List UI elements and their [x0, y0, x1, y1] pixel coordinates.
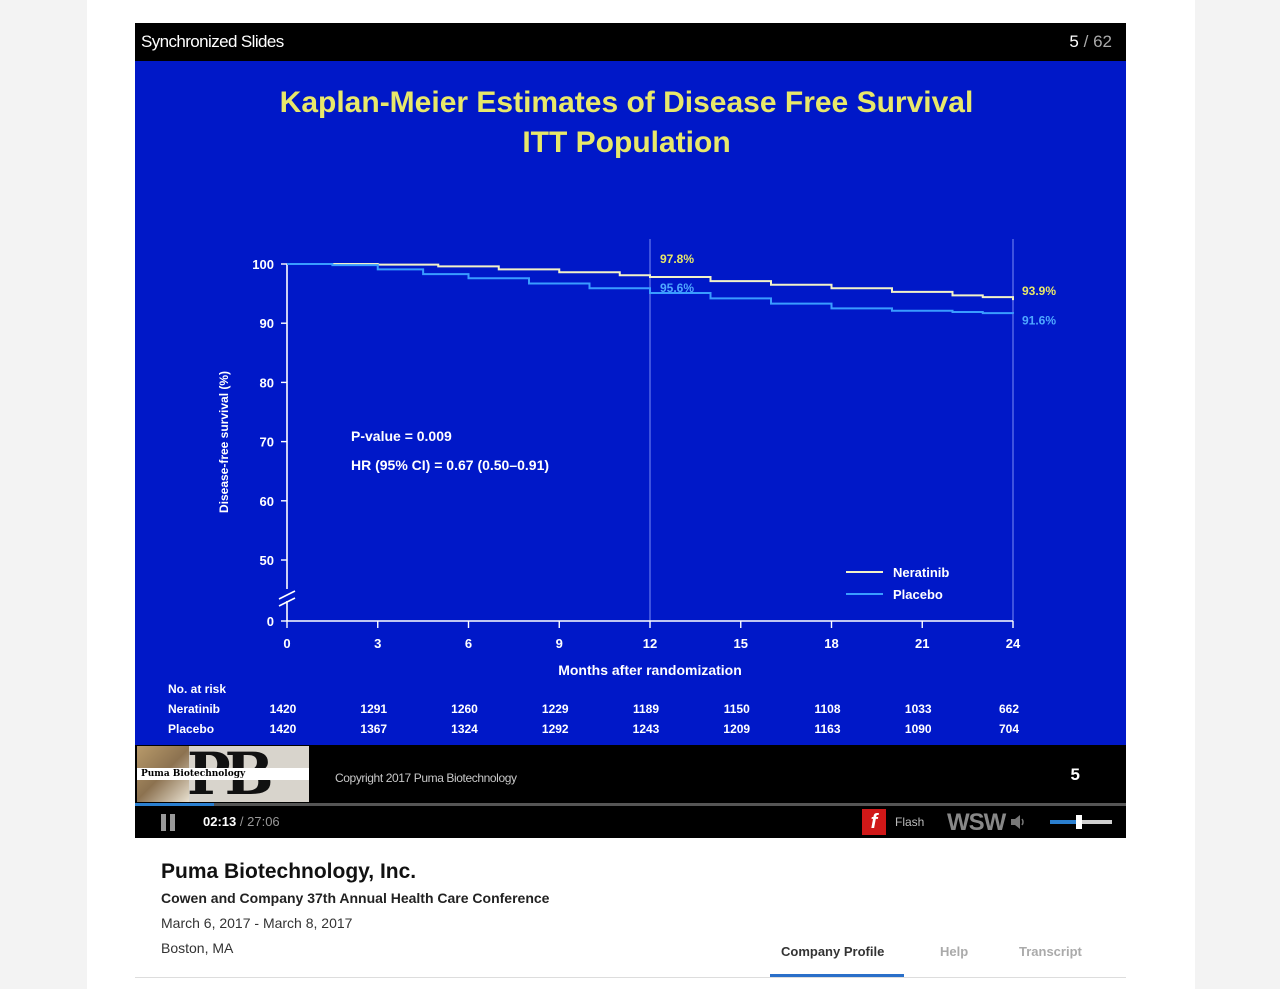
y-tick-label: 60 — [260, 494, 274, 509]
x-tick-label: 6 — [465, 636, 472, 651]
series-line-placebo — [287, 263, 1014, 315]
slide-player: Synchronized Slides 5 / 62 Kaplan-Meier … — [135, 23, 1126, 838]
x-tick-label: 24 — [1006, 636, 1021, 651]
player-controls: 02:13 / 27:06 f Flash WSW — [135, 806, 1126, 838]
at-risk-value: 1209 — [723, 722, 750, 736]
wsw-logo: WSW — [947, 809, 1006, 836]
flash-icon[interactable]: f — [862, 809, 886, 835]
at-risk-value: 1420 — [270, 702, 297, 716]
y-axis-label: Disease-free survival (%) — [217, 371, 231, 513]
at-risk-value: 1163 — [814, 722, 840, 736]
tab-company-profile[interactable]: Company Profile — [781, 944, 885, 959]
x-tick-label: 21 — [915, 636, 929, 651]
km-chart: 0 50 60 70 80 90 100 0 3 6 9 12 15 18 21 24 Months after… — [168, 239, 1056, 736]
progress-fill — [135, 803, 215, 806]
at-risk-value: 1090 — [905, 722, 932, 736]
at-risk-header: No. at risk — [168, 682, 226, 696]
at-risk-value: 1291 — [360, 702, 387, 716]
current-slide: 5 — [1069, 32, 1079, 51]
event-dates: March 6, 2017 - March 8, 2017 — [161, 915, 353, 931]
at-risk-value: 1108 — [814, 702, 840, 716]
at-risk-value: 1324 — [451, 722, 478, 736]
data-label-neratinib: 93.9% — [1022, 284, 1056, 298]
data-label-placebo: 91.6% — [1022, 314, 1056, 328]
time-display: 02:13 / 27:06 — [203, 814, 280, 829]
player-title: Synchronized Slides — [141, 32, 284, 51]
at-risk-value: 1367 — [360, 722, 387, 736]
at-risk-value: 1260 — [451, 702, 478, 716]
slide-footer: PB Puma Biotechnology Copyright 2017 Pum… — [135, 745, 1126, 803]
total-slides: 62 — [1093, 32, 1112, 51]
current-time: 02:13 — [203, 814, 237, 829]
event-location: Boston, MA — [161, 940, 234, 956]
info-divider — [135, 977, 1126, 978]
hazard-ratio-text: HR (95% CI) = 0.67 (0.50–0.91) — [351, 457, 549, 473]
at-risk-value: 1420 — [270, 722, 297, 736]
x-tick-label: 3 — [374, 636, 381, 651]
slide-title: Kaplan-Meier Estimates of Disease Free S… — [135, 83, 1118, 163]
slide-separator: / — [1083, 32, 1089, 51]
legend-label-neratinib: Neratinib — [893, 565, 949, 580]
conference-name: Cowen and Company 37th Annual Health Car… — [161, 890, 550, 906]
at-risk-value: 1033 — [905, 702, 932, 716]
at-risk-value: 662 — [999, 702, 1019, 716]
p-value-text: P-value = 0.009 — [351, 428, 452, 444]
tab-transcript[interactable]: Transcript — [1019, 944, 1082, 959]
company-name: Puma Biotechnology, Inc. — [161, 860, 417, 883]
at-risk-value: 1189 — [633, 702, 659, 716]
slide-title-line1: Kaplan-Meier Estimates of Disease Free S… — [279, 86, 974, 119]
progress-bar[interactable] — [135, 803, 1126, 806]
volume-slider[interactable] — [1050, 815, 1112, 829]
at-risk-value: 1229 — [542, 702, 569, 716]
tab-help[interactable]: Help — [940, 944, 969, 959]
event-info: Puma Biotechnology, Inc. Cowen and Compa… — [135, 838, 1126, 978]
time-separator: / — [239, 814, 244, 829]
at-risk-value: 1292 — [542, 722, 569, 736]
at-risk-value: 704 — [999, 722, 1019, 736]
volume-icon[interactable] — [1011, 815, 1027, 829]
x-tick-label: 12 — [643, 636, 657, 651]
pause-icon — [161, 814, 166, 831]
axis-break-mark — [278, 597, 296, 607]
x-tick-label: 18 — [824, 636, 838, 651]
slide: Kaplan-Meier Estimates of Disease Free S… — [135, 61, 1126, 745]
puma-logo: PB Puma Biotechnology — [137, 746, 309, 802]
flash-label[interactable]: Flash — [895, 815, 925, 829]
at-risk-row-label: Placebo — [168, 722, 214, 736]
at-risk-row-label: Neratinib — [168, 702, 220, 716]
data-label-neratinib: 97.8% — [660, 252, 694, 266]
y-tick-label: 70 — [260, 435, 274, 450]
pause-button[interactable] — [161, 814, 175, 831]
y-tick-label: 100 — [252, 257, 274, 272]
data-label-placebo: 95.6% — [660, 281, 694, 295]
x-tick-label: 15 — [734, 636, 748, 651]
x-axis-label: Months after randomization — [558, 662, 742, 678]
y-tick-label: 0 — [267, 614, 274, 629]
y-tick-label: 90 — [260, 316, 274, 331]
at-risk-value: 1243 — [633, 722, 660, 736]
slide-number: 5 — [1070, 765, 1080, 784]
player-header: Synchronized Slides 5 / 62 — [135, 23, 1126, 61]
axis-break-mark — [278, 590, 296, 600]
slide-counter: 5 / 62 — [1069, 32, 1112, 52]
active-tab-indicator — [770, 974, 904, 977]
slide-title-line2: ITT Population — [522, 126, 731, 159]
at-risk-value: 1150 — [724, 702, 750, 716]
y-tick-label: 50 — [260, 553, 274, 568]
volume-fill — [1050, 820, 1078, 824]
x-tick-label: 9 — [556, 636, 563, 651]
logo-text: Puma Biotechnology — [137, 768, 309, 780]
slide-copyright: Copyright 2017 Puma Biotechnology — [335, 771, 517, 785]
volume-knob[interactable] — [1076, 815, 1082, 829]
duration: 27:06 — [247, 814, 280, 829]
series-line-neratinib — [287, 263, 1014, 301]
x-tick-label: 0 — [283, 636, 290, 651]
legend-label-placebo: Placebo — [893, 587, 943, 602]
y-tick-label: 80 — [260, 375, 274, 390]
pause-icon-bar — [170, 814, 175, 831]
